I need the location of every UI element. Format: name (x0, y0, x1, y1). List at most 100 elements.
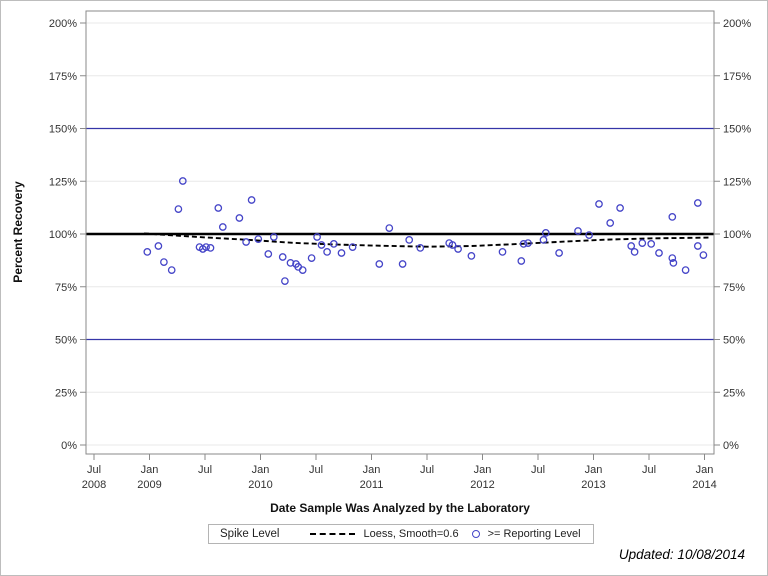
scatter-point (202, 243, 210, 251)
y-tick-label-left: 100% (49, 229, 77, 241)
x-tick-label-year: 2009 (137, 479, 161, 491)
y-tick-label-left: 50% (55, 335, 77, 347)
scatter-point (247, 196, 256, 204)
scatter-point (669, 259, 678, 267)
loess-curve (143, 232, 709, 248)
scatter-point (416, 244, 425, 252)
scatter-point (668, 254, 677, 262)
scatter-point (323, 248, 331, 256)
y-tick-label-right: 25% (723, 387, 745, 399)
x-tick-label-month: Jan (252, 464, 270, 476)
scatter-point (647, 240, 656, 248)
scatter-point (668, 213, 677, 221)
scatter-point (498, 248, 507, 256)
y-tick-label-left: 0% (61, 440, 77, 452)
scatter-point (167, 266, 176, 274)
legend: Spike Level Loess, Smooth=0.6 >= Reporti… (208, 524, 594, 544)
scatter-point (454, 245, 462, 253)
scatter-point (307, 254, 316, 262)
x-tick-label-year: 2014 (692, 479, 716, 491)
scatter-point (385, 224, 394, 232)
reference-lines (86, 127, 714, 341)
plot-border (85, 10, 715, 455)
scatter-point (218, 223, 227, 231)
x-tick-label-month: Jan (585, 464, 603, 476)
y-tick-label-right: 150% (723, 124, 751, 136)
y-tick-label-left: 200% (49, 18, 77, 30)
y-tick-label-right: 75% (723, 282, 745, 294)
x-tick-label-year: 2012 (470, 479, 494, 491)
x-tick-label-month: Jan (363, 464, 381, 476)
scatter-point (278, 253, 287, 261)
y-tick-label-left: 75% (55, 282, 77, 294)
scatter-point (375, 260, 384, 268)
scatter-point (337, 249, 346, 257)
y-tick-label-right: 175% (723, 71, 751, 83)
scatter-point (143, 248, 152, 256)
scatter-point (595, 200, 603, 208)
x-tick-label-month: Jan (474, 464, 492, 476)
scatter-point (405, 236, 414, 244)
y-tick-label-right: 125% (723, 176, 751, 188)
x-tick-label-month: Jan (696, 464, 714, 476)
legend-label-reporting-level: >= Reporting Level (487, 528, 581, 540)
y-axis-title: Percent Recovery (11, 181, 25, 283)
x-tick-label-month: Jul (309, 464, 323, 476)
scatter-point (242, 238, 250, 246)
x-tick-label-month: Jul (642, 464, 656, 476)
y-tick-label-right: 200% (723, 18, 751, 30)
x-tick-label-month: Jul (531, 464, 545, 476)
scatter-point (286, 259, 295, 267)
scatter-point (519, 240, 528, 248)
x-axis-title: Date Sample Was Analyzed by the Laborato… (270, 501, 530, 515)
scatter-point (398, 260, 407, 268)
scatter-point (655, 249, 663, 257)
scatter-point (693, 242, 702, 250)
scatter-point (638, 239, 647, 247)
scatter-point (178, 177, 187, 185)
scatter-point (281, 277, 289, 285)
scatter-points (143, 177, 708, 285)
scatter-point (585, 231, 593, 239)
loess-path (143, 232, 709, 248)
scatter-point (627, 242, 636, 250)
scatter-point (524, 239, 532, 247)
y-tick-label-left: 175% (49, 71, 77, 83)
scatter-point (235, 214, 244, 222)
scatter-point (298, 266, 307, 274)
updated-note: Updated: 10/08/2014 (618, 547, 745, 562)
x-tick-label-month: Jan (141, 464, 159, 476)
x-tick-label-year: 2010 (248, 479, 272, 491)
legend-label-loess: Loess, Smooth=0.6 (363, 528, 459, 540)
scatter-point (517, 257, 526, 265)
scatter-point (254, 235, 263, 243)
scatter-point (269, 233, 278, 241)
legend-title: Spike Level (220, 528, 280, 540)
y-tick-label-left: 150% (49, 124, 77, 136)
scatter-point (317, 241, 326, 249)
y-tick-label-right: 50% (723, 335, 745, 347)
y-tick-label-right: 0% (723, 440, 739, 452)
scatter-point (699, 251, 708, 259)
x-tick-label-year: 2013 (581, 479, 605, 491)
dashed-line-sample-icon (310, 533, 356, 535)
scatter-point (574, 227, 582, 235)
x-tick-label-year: 2008 (82, 479, 106, 491)
scatter-point (606, 219, 615, 227)
scatter-point (329, 240, 338, 248)
open-circle-marker-icon (471, 530, 480, 538)
axis-ticks: 0% 0% 25% 25% 50% 50% 75% 75% 100% 100% 125% 125% 15… (49, 18, 751, 491)
scatter-point (174, 205, 183, 213)
scatter-point (264, 250, 273, 258)
scatter-point (348, 243, 357, 251)
scatter-point (206, 244, 215, 252)
scatter-point (313, 233, 321, 241)
y-tick-label-right: 100% (723, 229, 751, 241)
scatter-point (539, 236, 548, 244)
scatter-point (555, 249, 563, 257)
x-tick-label-month: Jul (420, 464, 434, 476)
scatter-point (160, 258, 168, 266)
x-tick-label-month: Jul (87, 464, 101, 476)
x-tick-label-year: 2011 (360, 479, 384, 491)
